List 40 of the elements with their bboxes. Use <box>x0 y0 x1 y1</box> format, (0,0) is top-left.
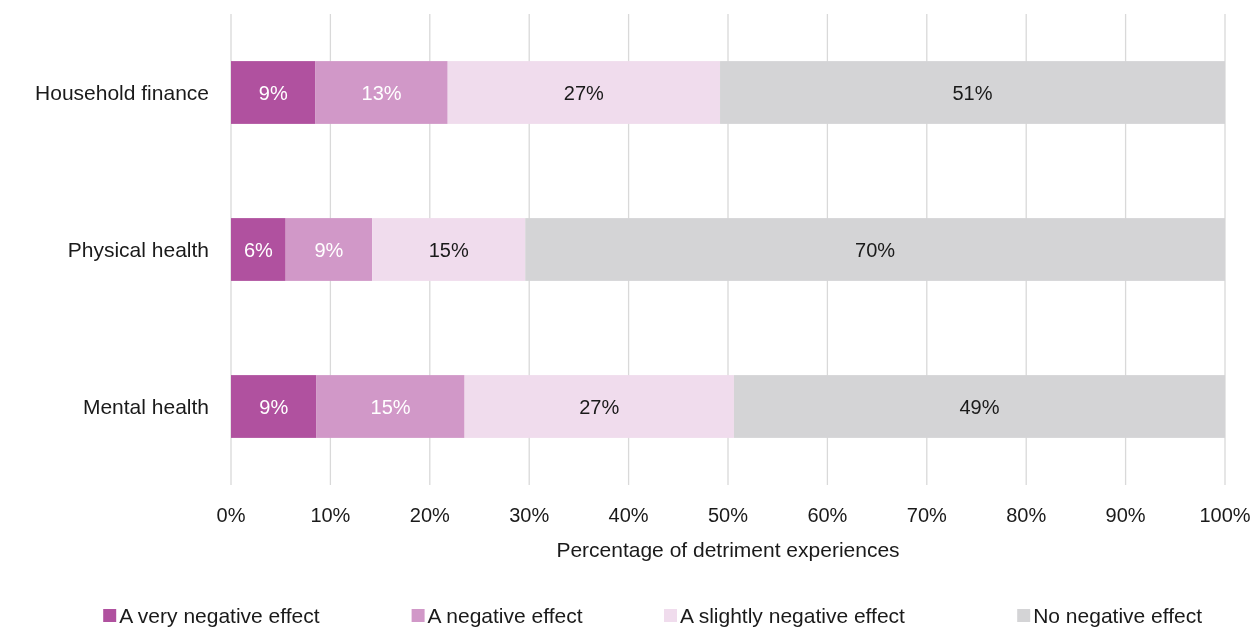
legend-label: A very negative effect <box>119 604 320 628</box>
bar <box>231 375 317 438</box>
x-tick-label: 10% <box>310 504 351 526</box>
y-tick-label: Physical health <box>67 237 209 261</box>
bar <box>316 375 465 438</box>
bar <box>285 218 373 281</box>
legend-label: A slightly negative effect <box>680 604 906 628</box>
data-label: 51% <box>952 81 993 104</box>
y-tick-label: Mental health <box>82 394 209 418</box>
bar <box>231 218 286 281</box>
x-tick-label: 100% <box>1199 504 1251 526</box>
data-label: 27% <box>579 395 620 418</box>
x-tick-label: 20% <box>409 504 451 526</box>
bar <box>231 61 316 124</box>
x-tick-label: 90% <box>1105 504 1146 526</box>
x-tick-label: 40% <box>608 504 649 526</box>
bar <box>464 375 734 438</box>
data-label: 49% <box>959 395 1000 418</box>
x-tick-label: 70% <box>906 504 948 526</box>
bar <box>372 218 526 281</box>
data-label: 15% <box>370 395 411 418</box>
x-tick-label: 30% <box>509 504 550 526</box>
bar <box>315 61 448 124</box>
data-label: 15% <box>428 238 469 261</box>
x-tick-label: 0% <box>216 504 246 526</box>
x-tick-label: 60% <box>807 504 848 526</box>
data-label: 13% <box>361 81 402 104</box>
legend-label: No negative effect <box>1033 604 1203 628</box>
data-label: 27% <box>563 81 605 104</box>
x-tick-label: 50% <box>707 504 749 526</box>
data-label: 70% <box>855 238 896 261</box>
x-tick-label: 80% <box>1006 504 1047 526</box>
data-label: 6% <box>243 238 273 261</box>
legend-label: A negative effect <box>427 604 583 628</box>
data-label: 9% <box>259 395 289 418</box>
bar <box>447 61 721 124</box>
data-label: 9% <box>314 238 344 261</box>
x-axis-title: Percentage of detriment experiences <box>556 538 900 562</box>
y-tick-label: Household finance <box>35 80 209 104</box>
data-label: 9% <box>258 81 288 104</box>
